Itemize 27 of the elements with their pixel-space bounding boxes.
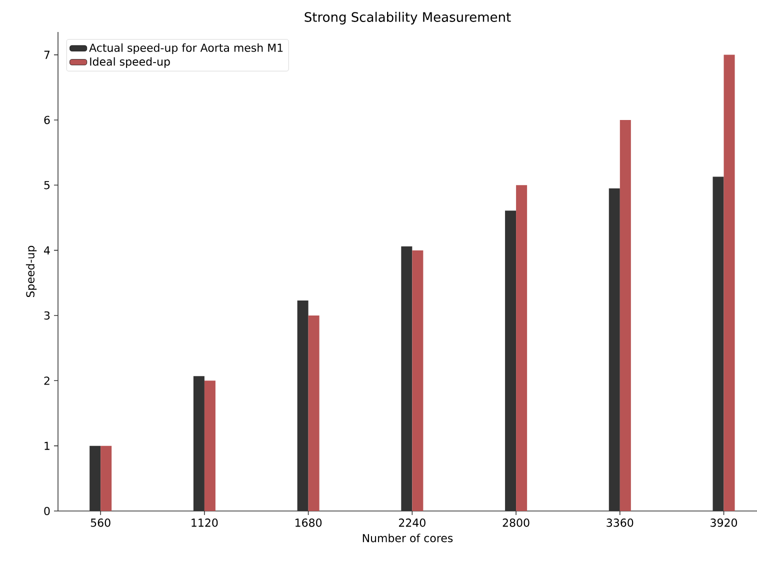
y-axis-title: Speed-up bbox=[26, 246, 37, 297]
y-tick-label: 0 bbox=[44, 506, 50, 516]
legend-label: Actual speed-up for Aorta mesh M1 bbox=[89, 43, 283, 54]
x-tick-label: 2800 bbox=[502, 518, 530, 527]
y-tick-label: 3 bbox=[44, 311, 50, 320]
y-tick-label: 7 bbox=[44, 50, 50, 59]
x-tick-label: 1120 bbox=[192, 518, 218, 527]
y-tick-label: 2 bbox=[44, 376, 50, 385]
legend-label: Ideal speed-up bbox=[90, 57, 170, 68]
y-tick-label: 6 bbox=[44, 116, 50, 124]
bar bbox=[100, 446, 112, 512]
chart-title: Strong Scalability Measurement bbox=[304, 12, 511, 24]
x-tick-label: 3360 bbox=[606, 518, 634, 527]
x-tick-label: 3920 bbox=[710, 518, 738, 527]
bar bbox=[204, 380, 216, 512]
bar bbox=[620, 120, 631, 512]
bar bbox=[516, 185, 528, 512]
x-tick-label: 1680 bbox=[296, 518, 322, 527]
x-axis-title: Number of cores bbox=[362, 534, 453, 542]
y-tick-label: 4 bbox=[44, 246, 50, 254]
y-tick-label: 5 bbox=[44, 181, 50, 190]
bar bbox=[308, 315, 320, 512]
x-tick-label: 2240 bbox=[398, 518, 426, 527]
y-tick-label: 1 bbox=[44, 442, 50, 450]
bar bbox=[724, 54, 735, 512]
bar bbox=[412, 250, 424, 512]
x-tick-label: 560 bbox=[90, 518, 110, 527]
